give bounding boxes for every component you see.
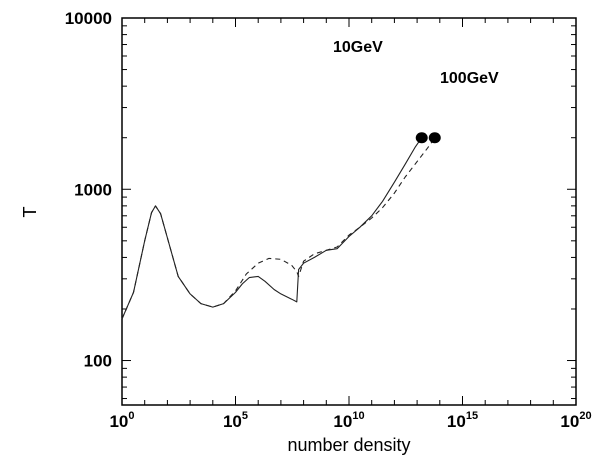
y-tick-label: 10000: [65, 9, 112, 28]
x-tick-label: 1020: [560, 410, 591, 431]
y-axis-title: T: [20, 207, 40, 218]
x-tick-label: 105: [223, 410, 248, 431]
annotation-100gev: 100GeV: [440, 70, 499, 87]
x-axis-title: number density: [287, 435, 410, 455]
endpoint-marker: [415, 132, 428, 144]
endpoint-marker: [428, 132, 441, 144]
series-line-solid: [121, 137, 423, 320]
x-tick-label: 1015: [447, 410, 478, 431]
axis-ticks: [121, 17, 577, 405]
series-group: [121, 137, 436, 320]
plot-frame: [121, 17, 577, 406]
series-line-dashed: [121, 137, 436, 320]
annotation-10gev: 10GeV: [333, 39, 383, 56]
marker-group: [415, 132, 441, 144]
x-tick-labels: 100 105 1010 1015 1020: [109, 410, 591, 431]
x-tick-label: 100: [109, 410, 134, 431]
y-tick-label: 100: [84, 352, 112, 371]
x-tick-label: 1010: [333, 410, 364, 431]
y-tick-label: 1000: [74, 180, 112, 199]
y-tick-labels: 100 1000 10000: [65, 9, 112, 371]
